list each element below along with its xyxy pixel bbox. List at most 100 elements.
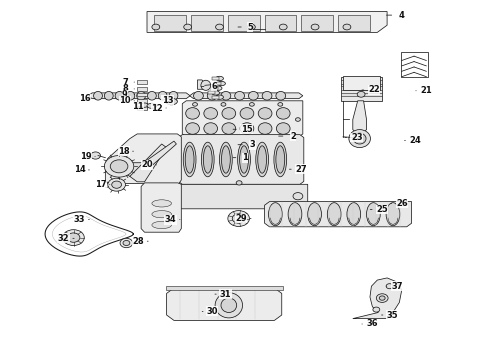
Ellipse shape	[222, 108, 236, 119]
Bar	[341, 93, 382, 96]
Ellipse shape	[123, 240, 130, 246]
Ellipse shape	[220, 142, 232, 177]
Text: 2: 2	[290, 132, 296, 140]
Ellipse shape	[152, 211, 172, 218]
Ellipse shape	[288, 203, 302, 226]
Polygon shape	[118, 163, 152, 176]
Ellipse shape	[379, 296, 385, 300]
Ellipse shape	[274, 142, 287, 177]
Text: 14: 14	[74, 165, 86, 174]
Ellipse shape	[279, 24, 287, 30]
Ellipse shape	[240, 108, 254, 119]
Polygon shape	[141, 183, 181, 232]
Ellipse shape	[169, 91, 178, 100]
Text: 17: 17	[95, 180, 106, 189]
Ellipse shape	[308, 203, 321, 226]
Polygon shape	[265, 202, 412, 227]
Ellipse shape	[235, 91, 245, 100]
Ellipse shape	[147, 103, 157, 108]
Ellipse shape	[185, 146, 194, 173]
Ellipse shape	[295, 118, 300, 121]
Ellipse shape	[141, 103, 148, 107]
Ellipse shape	[193, 103, 197, 106]
Text: 33: 33	[74, 215, 85, 224]
Ellipse shape	[91, 152, 100, 159]
Bar	[208, 91, 215, 94]
Ellipse shape	[353, 133, 366, 144]
Ellipse shape	[63, 230, 84, 246]
Ellipse shape	[120, 238, 133, 248]
Bar	[154, 15, 186, 31]
Bar	[211, 87, 218, 90]
Text: 25: 25	[376, 205, 388, 214]
Text: 8: 8	[122, 85, 128, 94]
Ellipse shape	[115, 91, 124, 100]
Text: 19: 19	[80, 152, 92, 161]
Text: 30: 30	[206, 307, 218, 316]
Ellipse shape	[152, 24, 160, 30]
Bar	[137, 103, 147, 106]
Ellipse shape	[204, 123, 218, 134]
Ellipse shape	[216, 24, 223, 30]
Ellipse shape	[183, 142, 196, 177]
Text: 35: 35	[386, 310, 398, 320]
Text: 11: 11	[132, 102, 144, 112]
Ellipse shape	[247, 24, 255, 30]
Ellipse shape	[276, 146, 285, 173]
Ellipse shape	[215, 293, 243, 318]
Text: 27: 27	[295, 165, 307, 174]
Ellipse shape	[104, 91, 113, 100]
Ellipse shape	[137, 91, 146, 100]
Text: 34: 34	[165, 215, 176, 224]
Ellipse shape	[201, 142, 214, 177]
Bar	[137, 80, 147, 84]
Ellipse shape	[276, 123, 290, 134]
Text: 7: 7	[122, 77, 128, 86]
Ellipse shape	[216, 95, 223, 99]
Text: 21: 21	[420, 86, 432, 95]
Text: 29: 29	[235, 214, 247, 223]
Ellipse shape	[240, 146, 248, 173]
Ellipse shape	[386, 284, 393, 289]
Text: 37: 37	[391, 282, 403, 291]
Text: 5: 5	[247, 22, 253, 31]
Ellipse shape	[347, 203, 361, 226]
Ellipse shape	[186, 123, 199, 134]
Ellipse shape	[293, 193, 303, 200]
Ellipse shape	[343, 24, 351, 30]
Ellipse shape	[158, 91, 167, 100]
Ellipse shape	[212, 91, 220, 95]
Ellipse shape	[108, 178, 125, 191]
Ellipse shape	[232, 214, 245, 223]
Bar	[137, 87, 147, 91]
Ellipse shape	[349, 130, 370, 148]
Ellipse shape	[276, 91, 286, 100]
Polygon shape	[178, 135, 304, 184]
Bar	[341, 77, 382, 101]
Text: 13: 13	[162, 95, 173, 104]
Ellipse shape	[221, 146, 230, 173]
Ellipse shape	[194, 91, 203, 100]
Bar	[212, 77, 219, 80]
Text: 4: 4	[399, 10, 405, 19]
Ellipse shape	[221, 91, 231, 100]
Polygon shape	[182, 101, 303, 137]
Polygon shape	[197, 80, 205, 89]
Ellipse shape	[248, 91, 258, 100]
Ellipse shape	[94, 91, 102, 100]
Ellipse shape	[204, 108, 218, 119]
Ellipse shape	[240, 123, 254, 134]
Polygon shape	[145, 141, 176, 166]
Text: 22: 22	[368, 85, 380, 94]
Ellipse shape	[216, 76, 223, 81]
Polygon shape	[190, 93, 303, 99]
Ellipse shape	[276, 108, 290, 119]
Bar	[191, 15, 223, 31]
Text: 31: 31	[220, 289, 231, 299]
Ellipse shape	[152, 221, 172, 229]
Ellipse shape	[238, 142, 250, 177]
Polygon shape	[105, 134, 181, 184]
Ellipse shape	[386, 203, 400, 226]
Ellipse shape	[166, 98, 177, 105]
Ellipse shape	[373, 307, 380, 312]
